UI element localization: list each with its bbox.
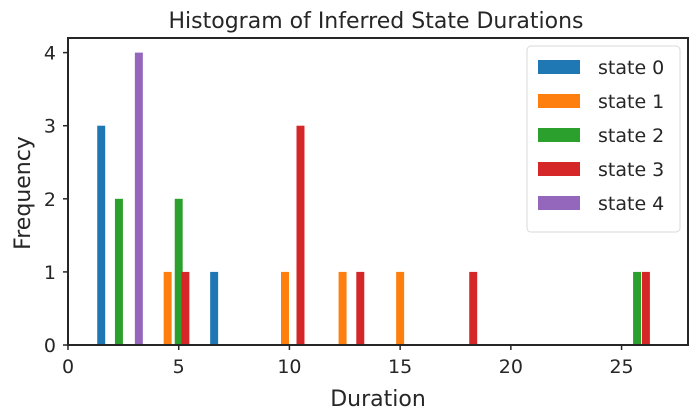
bar-state-3 [641,271,650,345]
bar-state-1 [396,271,405,345]
bar-state-3 [469,271,478,345]
legend-box [526,45,681,233]
y-tick-label: 4 [44,43,56,65]
bar-state-4 [134,52,143,346]
x-tick-label: 5 [173,356,185,378]
legend-label-state-1: state 1 [598,91,664,113]
bar-state-3 [356,271,365,345]
legend-label-state-4: state 4 [598,193,664,215]
x-tick-label: 20 [499,356,523,378]
bar-state-0 [210,271,219,345]
bar-state-2 [114,198,123,345]
legend-label-state-3: state 3 [598,159,664,181]
plot-frame [67,37,689,346]
legend: state 0 state 1 state 2 state 3 state 4 [526,45,681,233]
x-tick-label: 10 [277,356,301,378]
bar-state-0 [97,125,106,346]
x-tick-label: 15 [388,356,412,378]
x-axis-ticks: 0 5 10 15 20 25 [62,345,634,378]
bar-state-1 [163,271,172,345]
legend-swatch-state-0 [538,60,580,74]
legend-label-state-0: state 0 [598,57,664,79]
x-axis-label: Duration [330,387,426,412]
y-tick-label: 2 [44,189,56,211]
bar-state-2 [174,198,183,345]
y-axis-ticks: 0 1 2 3 4 [44,43,68,357]
x-tick-label: 0 [62,356,74,378]
chart-title: Histogram of Inferred State Durations [169,9,584,34]
y-tick-label: 1 [44,262,56,284]
legend-swatch-state-3 [538,162,580,176]
y-tick-label: 0 [44,335,56,357]
bar-state-1 [281,271,289,345]
bar-state-2 [633,271,642,345]
bar-state-3 [181,271,190,345]
legend-swatch-state-1 [538,94,580,108]
bar-state-3 [296,125,305,346]
x-tick-label: 25 [609,356,633,378]
y-axis-label: Frequency [11,136,36,250]
y-tick-label: 3 [44,116,56,138]
legend-label-state-2: state 2 [598,125,664,147]
legend-swatch-state-2 [538,128,580,142]
legend-swatch-state-4 [538,196,580,210]
bar-state-1 [338,271,347,345]
bars-layer [97,52,650,346]
